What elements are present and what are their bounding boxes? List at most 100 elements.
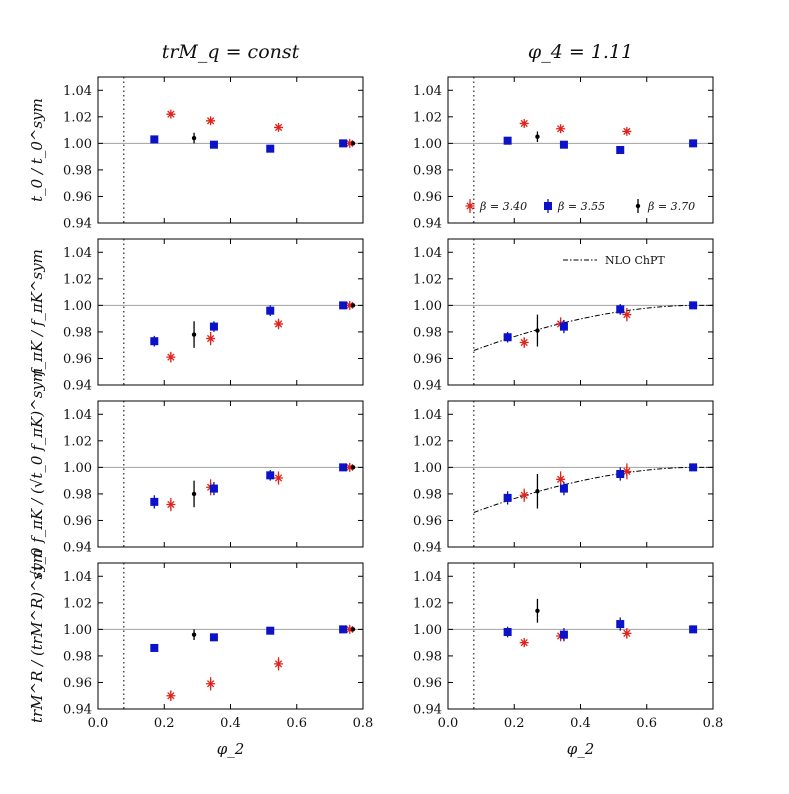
data-point-star-r1c0 bbox=[345, 300, 355, 310]
y-tick-label-r1c1: 1.04 bbox=[413, 246, 442, 261]
data-point-star-r2c0 bbox=[274, 473, 284, 483]
legend-marker-star bbox=[465, 201, 475, 211]
y-tick-label-r1c1: 0.96 bbox=[413, 352, 442, 367]
data-point-square-r3c1 bbox=[559, 630, 568, 639]
data-point-square-r2c1 bbox=[616, 470, 625, 478]
data-point-dot-r3c1 bbox=[535, 608, 540, 613]
data-point-star-r1c0 bbox=[274, 319, 284, 329]
y-axis-label-row2: √t_0 f_πK / (√t_0 f_πK)^sym bbox=[28, 368, 46, 580]
data-point-square-r1c1 bbox=[559, 322, 568, 331]
x-axis-label-right: φ_2 bbox=[567, 740, 595, 758]
y-tick-label-r1c0: 1.04 bbox=[63, 246, 92, 261]
data-point-dot-r1c0 bbox=[350, 303, 356, 308]
data-point-square-r0c0 bbox=[209, 140, 218, 149]
y-tick-label-r2c1: 0.96 bbox=[413, 514, 442, 529]
y-axis-label-row3: trM^R / (trM^R)^sym bbox=[28, 549, 46, 723]
panel-frame-r2c0 bbox=[97, 400, 364, 548]
data-point-star-r0c1 bbox=[556, 124, 566, 134]
data-point-square-r1c0 bbox=[209, 322, 218, 331]
data-point-square-r2c0 bbox=[209, 484, 218, 493]
data-point-star-r3c1 bbox=[519, 638, 529, 648]
data-point-square-r1c0 bbox=[266, 306, 275, 315]
x-tick-label-r3c0: 0.6 bbox=[286, 716, 307, 731]
data-point-star-r0c1 bbox=[519, 118, 529, 128]
legend-label-1: β = 3.55 bbox=[557, 200, 605, 213]
x-tick-label-r3c1: 0.4 bbox=[570, 716, 591, 731]
y-axis-label-row1: f_πK / f_πK^sym bbox=[28, 249, 46, 376]
data-point-square-r1c1 bbox=[689, 301, 698, 310]
legend-nlo-label: NLO ChPT bbox=[605, 254, 665, 267]
y-tick-label-r1c1: 0.94 bbox=[413, 379, 442, 394]
y-tick-label-r0c0: 0.98 bbox=[63, 163, 92, 178]
y-tick-label-r2c1: 0.98 bbox=[413, 487, 442, 502]
data-point-square-r3c0 bbox=[150, 643, 159, 652]
data-point-star-r0c0 bbox=[166, 109, 176, 119]
data-point-square-r0c1 bbox=[616, 146, 625, 154]
y-axis-label-row0: t_0 / t_0^sym bbox=[28, 98, 46, 202]
x-tick-label-r3c0: 0.2 bbox=[154, 716, 175, 731]
y-tick-label-r3c1: 1.02 bbox=[413, 596, 442, 611]
y-tick-label-r0c1: 0.98 bbox=[413, 163, 442, 178]
data-point-square-r2c0 bbox=[266, 471, 275, 480]
data-point-square-r1c1 bbox=[503, 333, 512, 342]
data-point-square-r2c0 bbox=[150, 497, 159, 506]
data-point-dot-r2c0 bbox=[191, 491, 197, 497]
data-point-star-r2c0 bbox=[345, 462, 355, 472]
data-point-square-r0c0 bbox=[339, 139, 348, 148]
y-tick-label-r0c0: 0.96 bbox=[63, 190, 92, 205]
legend-marker-dot bbox=[635, 203, 641, 209]
x-tick-label-r3c0: 0.4 bbox=[220, 716, 241, 731]
y-tick-label-r2c1: 1.00 bbox=[413, 461, 442, 476]
data-point-square-r2c1 bbox=[559, 484, 568, 493]
data-point-star-r0c0 bbox=[345, 138, 355, 148]
data-point-square-r0c1 bbox=[689, 139, 698, 148]
x-tick-label-r3c0: 0.0 bbox=[88, 716, 109, 731]
y-tick-label-r0c1: 1.04 bbox=[413, 84, 442, 99]
column-title-left: trM_q = const bbox=[162, 41, 300, 63]
y-tick-label-r3c1: 0.98 bbox=[413, 649, 442, 664]
y-tick-label-r1c0: 1.00 bbox=[63, 299, 92, 314]
y-tick-label-r2c0: 0.96 bbox=[63, 514, 92, 529]
x-tick-label-r3c1: 0.0 bbox=[438, 716, 459, 731]
data-point-star-r2c1 bbox=[622, 466, 632, 476]
y-tick-label-r3c0: 0.96 bbox=[63, 676, 92, 691]
data-point-dot-r1c1 bbox=[535, 328, 540, 333]
data-point-square-r2c1 bbox=[689, 463, 698, 472]
column-title-right: φ_4 = 1.11 bbox=[528, 41, 633, 63]
y-tick-label-r1c1: 1.00 bbox=[413, 299, 442, 314]
data-point-star-r2c1 bbox=[519, 490, 529, 500]
panel-frame-r1c1 bbox=[447, 238, 714, 386]
y-tick-label-r2c1: 1.02 bbox=[413, 434, 442, 449]
data-point-star-r3c0 bbox=[274, 659, 284, 669]
y-tick-label-r3c1: 1.04 bbox=[413, 570, 442, 585]
y-tick-label-r2c0: 0.94 bbox=[63, 541, 92, 556]
y-tick-label-r3c0: 0.98 bbox=[63, 649, 92, 664]
nlo-chpt-curve-r2c1 bbox=[473, 466, 713, 513]
panel-frame-r3c0 bbox=[97, 562, 364, 710]
data-point-square-r0c0 bbox=[266, 144, 275, 153]
data-point-dot-r3c0 bbox=[191, 632, 197, 637]
y-tick-label-r3c0: 1.04 bbox=[63, 570, 92, 585]
y-tick-label-r1c0: 1.02 bbox=[63, 272, 92, 287]
y-tick-label-r3c1: 0.96 bbox=[413, 676, 442, 691]
data-point-star-r0c0 bbox=[274, 122, 284, 132]
data-point-star-r1c0 bbox=[166, 352, 176, 362]
y-tick-label-r2c0: 1.04 bbox=[63, 408, 92, 423]
y-tick-label-r0c0: 1.00 bbox=[63, 137, 92, 152]
panel-frame-r0c0 bbox=[97, 76, 364, 224]
data-point-star-r1c1 bbox=[622, 310, 632, 320]
y-tick-label-r2c0: 1.00 bbox=[63, 461, 92, 476]
x-tick-label-r3c1: 0.2 bbox=[504, 716, 525, 731]
panel-frame-r1c0 bbox=[97, 238, 364, 386]
data-point-square-r3c0 bbox=[266, 626, 275, 635]
data-point-square-r3c1 bbox=[503, 628, 512, 637]
x-axis-label-left: φ_2 bbox=[217, 740, 245, 758]
data-point-dot-r2c0 bbox=[350, 465, 356, 470]
data-point-square-r3c0 bbox=[209, 633, 218, 642]
y-tick-label-r3c0: 1.00 bbox=[63, 623, 92, 638]
data-point-square-r1c1 bbox=[616, 305, 625, 314]
data-point-star-r2c0 bbox=[166, 500, 176, 510]
y-tick-label-r0c1: 1.02 bbox=[413, 110, 442, 125]
